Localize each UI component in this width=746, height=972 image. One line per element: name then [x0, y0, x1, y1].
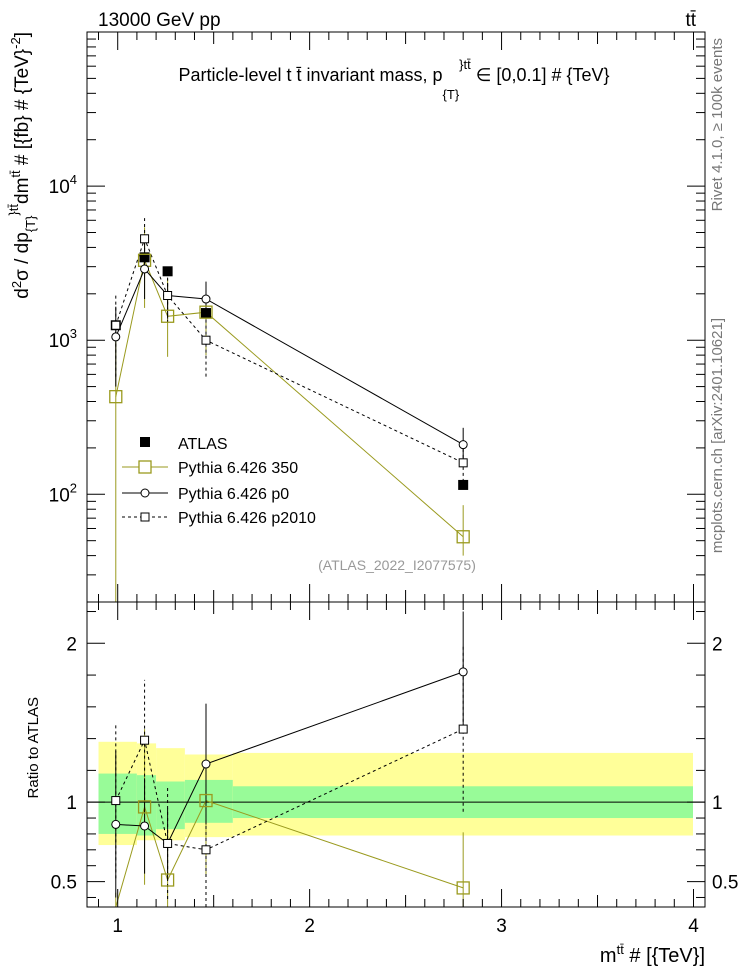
main-y-label: d2σ / dp{T}}tt̄dmtt̄ # [{fb} # {TeV}-2]	[6, 32, 38, 299]
title-sub: {T}	[443, 87, 460, 102]
ratio-band-inner	[136, 775, 157, 836]
legend-marker-p0	[140, 488, 150, 498]
data-point-atlas	[458, 479, 469, 490]
x-tick-label: 1	[112, 916, 123, 937]
ylabel-part4: ]	[12, 32, 33, 37]
tick-exp: 2	[70, 480, 77, 495]
data-point-p0	[201, 294, 211, 304]
legend-label-atlas: ATLAS	[178, 436, 228, 453]
xlabel-sup: tt̄	[617, 942, 625, 957]
ratio-point-p2010	[201, 845, 211, 855]
ratio-point-p350	[199, 793, 213, 808]
ratio-y-label: Ratio to ATLAS	[25, 697, 42, 798]
tick-exp: 4	[70, 172, 77, 187]
x-tick-label: 3	[496, 916, 507, 937]
xlabel-m: m	[600, 945, 617, 967]
data-point-p0	[140, 264, 150, 274]
tick-base: 10	[49, 485, 70, 506]
legend-marker-p2010	[140, 512, 150, 522]
title-part-2: ∈ [0,0.1] # {TeV}	[471, 65, 610, 85]
data-point-p0	[111, 332, 121, 342]
ratio-y-tick-label-right: 2	[712, 634, 723, 655]
ratio-panel: 0.5 0.5 1 1 2 2 1 2 3 4 Ratio to ATLAS mtt̄ # [{T…	[25, 601, 738, 967]
main-y-tick-label: 102	[49, 480, 77, 506]
data-point-p350	[456, 530, 470, 544]
ratio-point-p2010	[111, 796, 121, 806]
x-tick-label: 4	[688, 916, 699, 937]
ratio-point-p2010	[163, 838, 173, 848]
ylabel-sup-tt2: tt̄	[8, 170, 23, 178]
title-part-1: Particle-level t t̄ invariant mass, p	[178, 65, 442, 85]
data-point-p2010	[201, 335, 211, 345]
ratio-point-p2010	[458, 724, 468, 734]
data-point-atlas	[139, 252, 150, 263]
legend-label-p0: Pythia 6.426 p0	[178, 486, 289, 503]
ratio-point-p350	[456, 881, 470, 895]
ratio-point-p0	[111, 819, 121, 829]
ratio-bands	[87, 741, 705, 846]
data-point-atlas	[162, 266, 173, 277]
legend-label-p2010: Pythia 6.426 p2010	[178, 510, 316, 527]
legend-marker-atlas	[140, 437, 150, 447]
mcplots-label: mcplots.cern.ch [arXiv:2401.10621]	[709, 318, 726, 553]
ylabel-part1: σ / dp	[12, 232, 33, 281]
ratio-point-p2010	[140, 735, 150, 745]
x-tick-label: 2	[304, 916, 315, 937]
ylabel-part3: # [{fb} # {TeV}	[12, 49, 33, 171]
analysis-watermark: (ATLAS_2022_I2077575)	[318, 557, 476, 573]
ratio-band-inner	[156, 781, 185, 830]
ratio-y-tick-label-left: 1	[66, 793, 77, 814]
ratio-axes: 0.5 0.5 1 1 2 2 1 2 3 4	[51, 602, 738, 937]
x-axis-label: mtt̄ # [{TeV}]	[600, 942, 705, 967]
ratio-plot-content	[111, 611, 470, 908]
ylabel-part2: dm	[12, 178, 33, 204]
main-y-tick-label: 103	[49, 326, 77, 352]
xlabel-rest: # [{TeV}]	[624, 945, 705, 967]
ratio-y-tick-label-left: 2	[66, 634, 77, 655]
ylabel-d: d	[12, 288, 33, 299]
data-point-atlas	[200, 308, 211, 319]
process-label: tt̄	[685, 10, 696, 31]
legend-label-p350: Pythia 6.426 350	[178, 460, 298, 477]
data-point-p350	[199, 305, 213, 319]
ratio-y-tick-label-right: 0.5	[712, 873, 738, 894]
legend: ATLAS Pythia 6.426 350 Pythia 6.426 p0 P…	[122, 436, 316, 527]
main-y-tick-label: 104	[49, 172, 77, 198]
data-point-p2010	[163, 291, 173, 301]
ratio-point-p0	[201, 759, 211, 769]
data-point-p350	[109, 390, 123, 404]
energy-label: 13000 GeV pp	[98, 10, 221, 31]
ylabel-sub-t: {T}	[23, 215, 38, 232]
ylabel-sup2: 2	[9, 281, 24, 288]
ratio-point-p350	[137, 800, 152, 814]
plot-title: Particle-level t t̄ invariant mass, p{T}…	[178, 57, 609, 102]
ratio-y-tick-label-right: 1	[712, 793, 723, 814]
rivet-label: Rivet 4.1.0, ≥ 100k events	[709, 38, 726, 211]
tick-base: 10	[49, 177, 70, 198]
data-point-p2010	[111, 320, 121, 330]
data-point-p2010	[140, 234, 150, 244]
ylabel-sup-exp: -2	[8, 37, 23, 49]
data-point-p2010	[458, 458, 468, 468]
main-plot-content	[109, 218, 470, 602]
title-sup: }tt̄	[459, 57, 471, 72]
legend-marker-p350	[138, 460, 152, 474]
ratio-plot-frame	[86, 601, 706, 908]
ylabel-sup-tt: }tt̄	[6, 204, 21, 216]
ratio-point-p0	[140, 821, 150, 831]
data-point-p350	[160, 309, 175, 323]
ratio-point-p0	[458, 667, 468, 677]
tick-exp: 3	[70, 326, 77, 341]
ratio-y-tick-label-left: 0.5	[51, 873, 77, 894]
tick-base: 10	[49, 331, 70, 352]
data-point-p0	[458, 440, 468, 450]
ratio-line-p2010	[115, 728, 464, 851]
ratio-point-p350	[160, 873, 175, 887]
